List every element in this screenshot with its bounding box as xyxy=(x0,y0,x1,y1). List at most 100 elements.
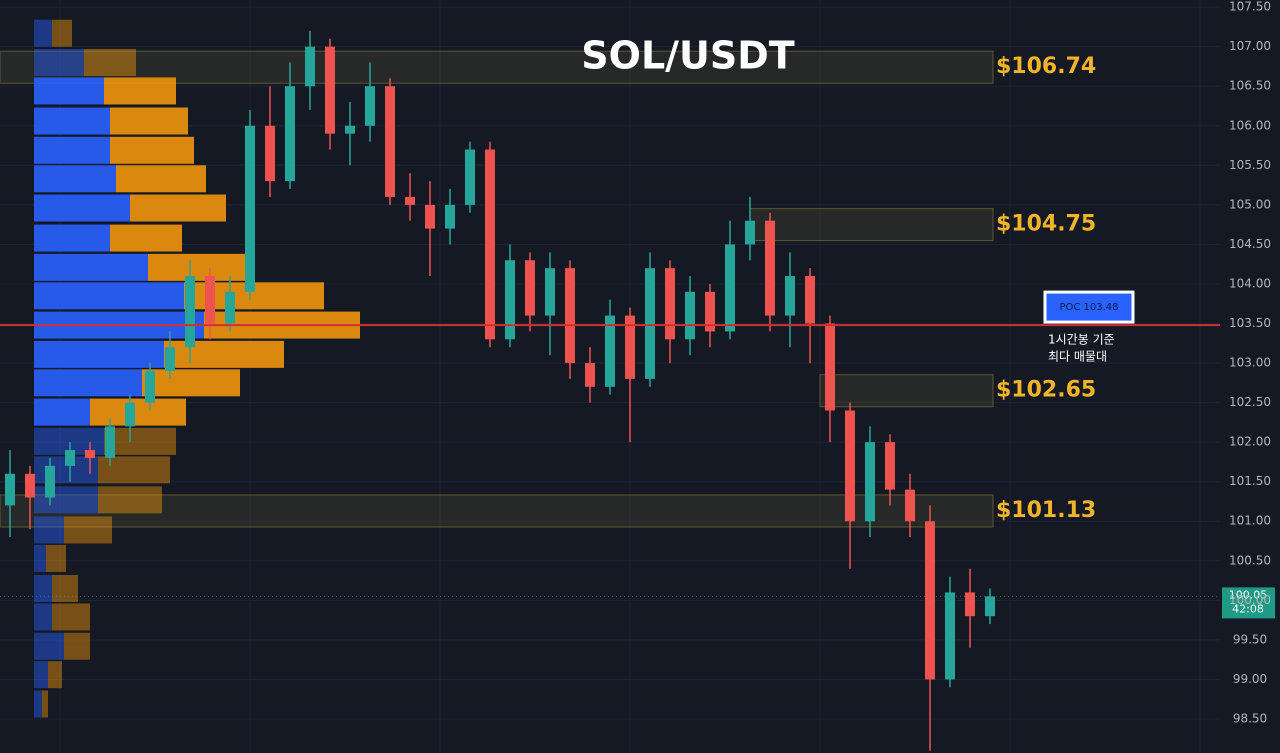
vp-sell xyxy=(104,427,176,455)
zone-label: $106.74 xyxy=(996,54,1096,79)
vp-sell xyxy=(98,456,170,484)
candle-body xyxy=(645,268,655,379)
vp-sell xyxy=(52,19,72,47)
candle-body xyxy=(885,442,895,490)
y-tick-label: 100.50 xyxy=(1229,553,1271,567)
zone-box xyxy=(819,374,994,408)
candle-body xyxy=(485,149,495,340)
candle-body xyxy=(605,315,615,387)
vp-buy xyxy=(34,194,130,222)
vp-buy xyxy=(34,253,148,281)
vp-sell xyxy=(116,165,206,193)
candle-body xyxy=(5,473,15,506)
vp-buy xyxy=(34,632,64,660)
candle-body xyxy=(905,489,915,522)
chart-title: SOL/USDT xyxy=(581,34,795,78)
vp-sell xyxy=(110,224,182,252)
zone-box xyxy=(0,494,994,528)
y-tick-label: 102.00 xyxy=(1229,435,1271,449)
vp-buy xyxy=(34,107,110,135)
zone-label: $102.65 xyxy=(996,378,1096,403)
vp-sell xyxy=(130,194,226,222)
candle-body xyxy=(845,410,855,522)
vp-sell xyxy=(142,369,240,397)
vp-sell xyxy=(46,544,66,572)
y-tick-label: 101.50 xyxy=(1229,474,1271,488)
candle-body xyxy=(785,276,795,316)
candle-body xyxy=(445,204,455,229)
y-tick-label: 101.00 xyxy=(1229,514,1271,528)
vp-sell xyxy=(98,486,162,514)
vp-sell xyxy=(104,77,176,105)
y-tick-label: 107.00 xyxy=(1229,39,1271,53)
vp-sell xyxy=(84,48,136,76)
candle-body xyxy=(725,244,735,332)
candle-body xyxy=(165,347,175,371)
vp-buy xyxy=(34,136,110,164)
candle-body xyxy=(665,268,675,340)
candle-body xyxy=(305,46,315,87)
poc-note: 최다 매물대 xyxy=(1048,350,1107,364)
candle-body xyxy=(85,450,95,458)
price-tag xyxy=(1222,587,1275,619)
y-tick-label: 104.50 xyxy=(1229,237,1271,251)
vp-buy xyxy=(34,282,184,310)
candle-body xyxy=(625,315,635,379)
candle-body xyxy=(685,291,695,340)
candle-body xyxy=(765,220,775,316)
vp-buy xyxy=(34,690,42,718)
vp-buy xyxy=(34,544,46,572)
candle-body xyxy=(985,596,995,617)
candle-body xyxy=(245,125,255,292)
zone-label: $104.75 xyxy=(996,212,1096,237)
candle-body xyxy=(585,363,595,387)
price-tag-value: 100.05 xyxy=(1229,588,1268,601)
y-tick-label: 106.00 xyxy=(1229,118,1271,132)
vp-buy xyxy=(34,340,164,368)
vp-buy xyxy=(34,369,142,397)
vp-buy xyxy=(34,19,52,47)
vp-sell xyxy=(64,632,90,660)
vp-buy xyxy=(34,398,90,426)
vp-sell xyxy=(110,136,194,164)
candle-body xyxy=(25,473,35,498)
vp-sell xyxy=(164,340,284,368)
candle-body xyxy=(185,276,195,348)
candle-body xyxy=(105,426,115,458)
y-tick-label: 103.50 xyxy=(1229,316,1271,330)
candle-body xyxy=(525,260,535,316)
y-tick-label: 102.50 xyxy=(1229,395,1271,409)
vp-sell xyxy=(52,574,78,602)
candle-body xyxy=(225,291,235,324)
candle-body xyxy=(365,86,375,126)
y-tick-label: 98.50 xyxy=(1233,711,1267,725)
vp-sell xyxy=(42,690,48,718)
candle-body xyxy=(745,220,755,245)
candle-body xyxy=(805,276,815,324)
candle-body xyxy=(145,370,155,403)
y-tick-label: 105.00 xyxy=(1229,197,1271,211)
candle-body xyxy=(385,86,395,197)
vp-buy xyxy=(34,516,64,544)
vp-sell xyxy=(148,253,252,281)
candle-body xyxy=(405,196,415,205)
zone-box xyxy=(749,208,994,242)
poc-note: 1시간봉 기준 xyxy=(1048,333,1115,347)
vp-sell xyxy=(64,516,112,544)
candle-body xyxy=(925,521,935,680)
vp-buy xyxy=(34,603,52,631)
y-tick-label: 99.50 xyxy=(1233,632,1267,646)
y-tick-label: 107.50 xyxy=(1229,0,1271,14)
vp-buy xyxy=(34,486,98,514)
candle-body xyxy=(205,276,215,324)
poc-box xyxy=(1043,290,1135,324)
candle-body xyxy=(545,268,555,316)
y-tick-label: 103.00 xyxy=(1229,356,1271,370)
y-tick-label: 106.50 xyxy=(1229,79,1271,93)
y-tick-label: 100.00 xyxy=(1229,593,1271,607)
zone-label: $101.13 xyxy=(996,498,1096,523)
candle-body xyxy=(965,592,975,617)
poc-label: POC 103.48 xyxy=(1059,302,1118,313)
candle-body xyxy=(425,204,435,229)
